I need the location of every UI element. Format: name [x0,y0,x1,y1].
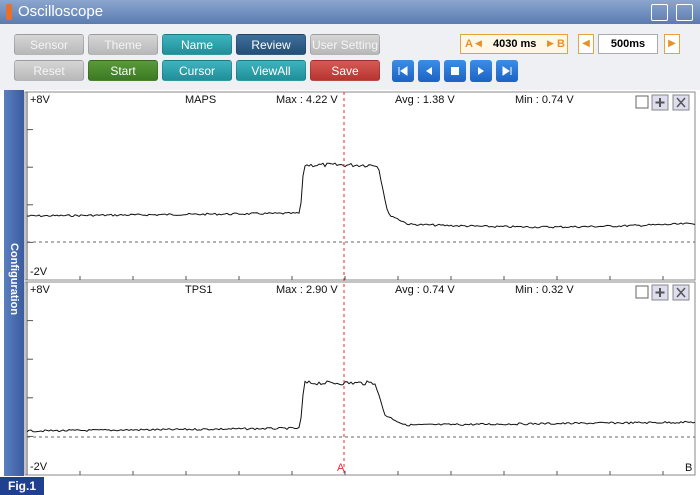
first-button[interactable] [392,60,414,82]
cursor-a-marker: A [465,38,473,50]
figure-label: Fig.1 [0,477,44,495]
close-icon [676,287,686,298]
scale-bottom: -2V [30,266,48,278]
cursor-b-label: B [685,462,692,474]
max-value: Max : 2.90 V [276,284,338,296]
min-value: Min : 0.32 V [515,284,574,296]
last-button[interactable] [496,60,518,82]
title-bar: Oscilloscope [0,0,700,24]
toolbar-button[interactable]: Sensor [14,34,84,55]
toolbar-button[interactable]: ViewAll [236,60,306,81]
time-decrease[interactable]: ◀ [578,34,594,54]
icon [502,66,512,76]
channel-panel [24,91,696,281]
cursor-a-label: A [337,462,345,474]
waveform [26,162,696,229]
cursor-b-marker: B [557,38,565,50]
icon [451,67,459,75]
toolbar-button[interactable]: Theme [88,34,158,55]
toolbar-button[interactable]: User Setting [310,34,380,55]
app-icon [6,4,12,20]
close-icon [676,97,686,108]
window-button[interactable] [651,4,668,21]
time-div: 500ms [598,34,658,54]
arrow-left: ◀ [475,38,482,48]
min-value: Min : 0.74 V [515,94,574,106]
time-increase[interactable]: ▶ [664,34,680,54]
zoom-icon [655,98,665,107]
max-value: Max : 4.22 V [276,94,338,106]
toolbar-button[interactable]: Review [236,34,306,55]
checkbox[interactable] [635,95,649,109]
arrow-right: ▶ [547,38,554,48]
prev-button[interactable] [418,60,440,82]
toolbar-button[interactable]: Name [162,34,232,55]
cursor-time-value: 4030 ms [493,38,537,50]
menu-button[interactable] [676,4,693,21]
waveform [26,380,696,433]
zoom-icon [655,288,665,297]
icon [426,67,432,75]
stop-button[interactable] [444,60,466,82]
checkbox[interactable] [635,285,649,299]
toolbar-button[interactable]: Reset [14,60,84,81]
icon [478,67,484,75]
avg-value: Avg : 0.74 V [395,284,455,296]
scale-top: +8V [30,284,51,296]
toolbar-button[interactable]: Save [310,60,380,81]
channel-name: MAPS [185,94,216,106]
toolbar-button[interactable]: Start [88,60,158,81]
channel-panel [24,281,696,476]
window-title: Oscilloscope [18,3,104,20]
next-button[interactable] [470,60,492,82]
scale-top: +8V [30,94,51,106]
sidebar[interactable]: Configuration [4,90,24,476]
channel-name: TPS1 [185,284,213,296]
avg-value: Avg : 1.38 V [395,94,455,106]
toolbar-button[interactable]: Cursor [162,60,232,81]
cursor-time-box: A ◀ 4030 ms ▶ B [460,34,568,54]
icon [398,66,408,76]
scale-bottom: -2V [30,461,48,473]
